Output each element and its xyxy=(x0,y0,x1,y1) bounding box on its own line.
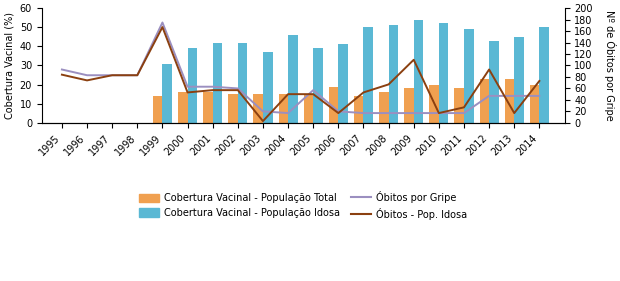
Bar xyxy=(254,94,263,123)
Bar xyxy=(439,23,448,123)
Y-axis label: Cobertura Vacinal (%): Cobertura Vacinal (%) xyxy=(4,12,14,119)
Bar xyxy=(304,94,313,123)
Bar xyxy=(153,96,162,123)
Bar xyxy=(429,85,439,123)
Bar xyxy=(514,37,524,123)
Bar xyxy=(479,79,489,123)
Bar xyxy=(379,92,389,123)
Bar xyxy=(414,20,423,123)
Bar xyxy=(162,64,172,123)
Bar xyxy=(339,44,348,123)
Bar xyxy=(464,29,474,123)
Bar xyxy=(313,48,323,123)
Bar xyxy=(505,79,514,123)
Bar xyxy=(203,92,213,123)
Bar xyxy=(263,52,273,123)
Bar xyxy=(530,85,539,123)
Bar xyxy=(288,35,298,123)
Bar xyxy=(329,87,339,123)
Y-axis label: Nº de Óbitos por Gripe: Nº de Óbitos por Gripe xyxy=(604,10,616,121)
Bar xyxy=(213,42,222,123)
Bar xyxy=(354,96,363,123)
Legend: Cobertura Vacinal - População Total, Cobertura Vacinal - População Idosa, Óbitos: Cobertura Vacinal - População Total, Cob… xyxy=(136,187,471,224)
Bar xyxy=(489,41,498,123)
Bar xyxy=(539,27,549,123)
Bar xyxy=(454,89,464,123)
Bar xyxy=(363,27,373,123)
Bar xyxy=(238,42,247,123)
Bar xyxy=(278,94,288,123)
Bar xyxy=(178,92,188,123)
Bar xyxy=(404,89,414,123)
Bar xyxy=(188,48,197,123)
Bar xyxy=(228,94,238,123)
Bar xyxy=(389,25,398,123)
